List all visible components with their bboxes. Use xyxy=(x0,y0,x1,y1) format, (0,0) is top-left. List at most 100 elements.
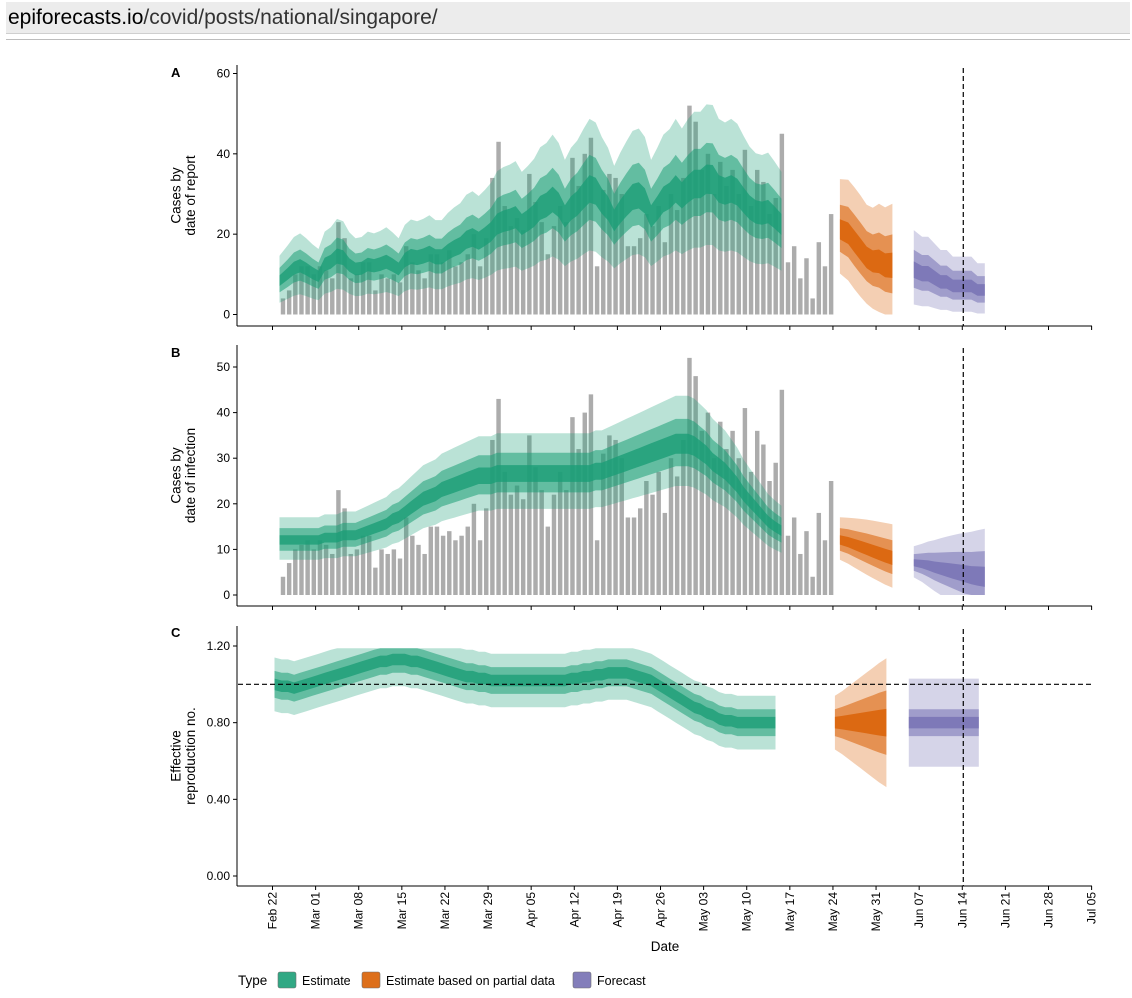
band-estimate xyxy=(274,653,776,729)
y-tick-label: 0 xyxy=(223,308,230,322)
y-axis-title-line: date of infection xyxy=(183,428,198,523)
observed-bar xyxy=(533,202,538,315)
observed-bar xyxy=(650,226,655,315)
band-estimate xyxy=(274,648,776,737)
observed-bar xyxy=(323,544,329,595)
observed-bar xyxy=(791,517,797,595)
legend-swatch xyxy=(361,971,381,989)
observed-bar xyxy=(299,266,304,315)
y-tick-label: 0.40 xyxy=(207,792,231,806)
observed-bar xyxy=(594,540,600,595)
observed-bar xyxy=(391,549,397,595)
observed-bar xyxy=(459,262,464,315)
observed-bar xyxy=(779,389,785,595)
observed-bar xyxy=(668,194,674,315)
y-tick-label: 30 xyxy=(217,451,231,465)
observed-bar xyxy=(434,254,440,315)
panel-label-b: B xyxy=(171,345,180,360)
panel-c: C Effectivereproduction no. 0.00 0.40 0.80 1.… xyxy=(168,625,1094,887)
observed-bar xyxy=(330,278,335,315)
observed-bar xyxy=(810,576,815,595)
observed-bar xyxy=(508,494,514,595)
x-tick-label: Jul 05 xyxy=(1085,892,1099,924)
x-tick-label: May 10 xyxy=(740,892,754,932)
observed-bar xyxy=(798,278,803,315)
x-tick-label: Jun 14 xyxy=(955,892,969,928)
x-tick-label: Mar 08 xyxy=(352,892,366,930)
observed-bar xyxy=(373,567,378,595)
observed-bar xyxy=(354,274,360,315)
y-tick-label: 60 xyxy=(217,67,231,81)
x-tick-label: Apr 26 xyxy=(654,892,668,928)
observed-bar xyxy=(631,517,637,595)
observed-bar xyxy=(718,421,723,595)
x-tick-label: May 31 xyxy=(869,892,883,932)
x-tick-label: May 03 xyxy=(697,892,711,932)
observed-bar xyxy=(607,173,612,315)
observed-bar xyxy=(674,210,680,315)
observed-bar xyxy=(422,553,427,595)
observed-bar xyxy=(330,553,335,595)
observed-bar xyxy=(711,194,717,315)
x-tick-label: Jun 07 xyxy=(912,892,926,928)
observed-bar xyxy=(410,262,415,315)
observed-bar xyxy=(557,471,563,595)
observed-bar xyxy=(299,544,304,595)
observed-bar xyxy=(576,185,581,315)
observed-bar xyxy=(576,449,581,595)
observed-bar xyxy=(822,266,828,315)
observed-bar xyxy=(527,435,532,595)
panel-label-a: A xyxy=(171,65,181,80)
observed-bar xyxy=(484,238,489,315)
observed-bar xyxy=(791,246,797,315)
address-bar[interactable]: epiforecasts.io/covid/posts/national/sin… xyxy=(6,2,1130,34)
x-tick-label: Apr 12 xyxy=(567,892,581,928)
observed-bar xyxy=(397,282,403,315)
legend-item: Estimate based on partial data xyxy=(361,971,555,989)
observed-bar xyxy=(828,481,834,595)
observed-bar xyxy=(650,494,655,595)
observed-bar xyxy=(601,189,606,315)
y-tick-label: 0 xyxy=(223,588,230,602)
observed-bar xyxy=(705,153,711,315)
observed-bar xyxy=(570,157,575,315)
observed-bar xyxy=(637,238,643,315)
observed-bar xyxy=(391,274,397,315)
band-forecast xyxy=(908,716,979,729)
panel-a: A Cases bydate of report 0 20 40 60 xyxy=(168,65,1092,327)
observed-bar xyxy=(286,563,292,595)
y-axis-title-line: date of report xyxy=(183,155,198,236)
observed-bar xyxy=(293,274,298,315)
observed-bar xyxy=(748,206,754,315)
observed-bar xyxy=(767,481,772,595)
legend-swatch xyxy=(277,971,297,989)
band-estimate xyxy=(279,164,782,286)
observed-bar xyxy=(804,258,809,315)
observed-bar xyxy=(681,177,686,315)
band-estimate xyxy=(279,433,782,545)
observed-bar xyxy=(730,169,735,315)
observed-bar xyxy=(502,471,507,595)
observed-bar xyxy=(785,535,791,595)
observed-bar xyxy=(681,439,686,595)
y-tick-label: 50 xyxy=(217,360,231,374)
y-tick-label: 40 xyxy=(217,147,231,161)
legend-swatch xyxy=(572,971,592,989)
observed-bar xyxy=(465,526,470,595)
observed-bar xyxy=(662,512,668,595)
observed-bar xyxy=(699,169,705,315)
observed-bar xyxy=(410,535,415,595)
observed-bar xyxy=(477,540,483,595)
observed-bar xyxy=(601,453,606,595)
observed-bar xyxy=(631,246,637,315)
observed-bar xyxy=(471,234,477,315)
observed-bar xyxy=(755,169,760,315)
x-tick-label: Apr 19 xyxy=(610,892,624,928)
observed-bar xyxy=(360,262,366,315)
observed-bar xyxy=(453,266,458,315)
x-tick-label: Mar 22 xyxy=(438,892,452,930)
x-axis-title: Date xyxy=(651,939,680,954)
y-tick-label: 1.20 xyxy=(207,639,231,653)
observed-bar xyxy=(490,439,495,595)
observed-bar xyxy=(360,535,366,595)
